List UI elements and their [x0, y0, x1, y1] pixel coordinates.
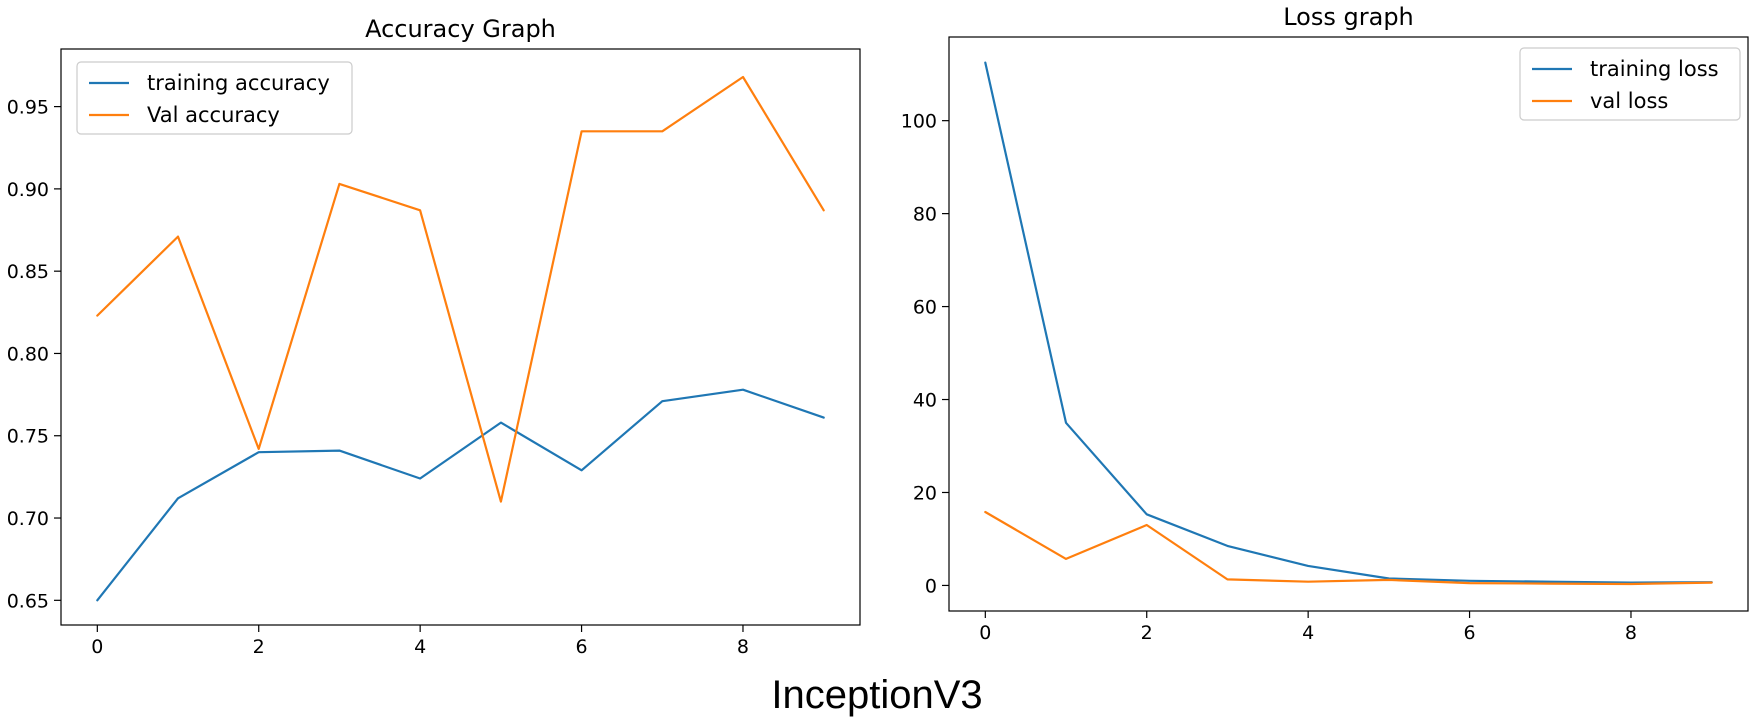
accuracy-y-tick-label: 0.90	[7, 179, 49, 201]
loss-legend-label: training loss	[1590, 57, 1719, 81]
loss-y-tick-label: 0	[925, 575, 937, 597]
loss-series-line-1	[984, 510, 1713, 586]
accuracy-x-tick-label: 6	[576, 636, 588, 658]
accuracy-plot-frame	[60, 48, 861, 626]
loss-y-tick-label: 60	[913, 297, 937, 319]
accuracy-x-tick-label: 0	[91, 636, 103, 658]
accuracy-series-line-0	[96, 388, 825, 602]
accuracy-y-tick-label: 0.65	[7, 590, 49, 612]
loss-chart-title: Loss graph	[1283, 3, 1414, 31]
accuracy-legend-box	[76, 61, 353, 135]
accuracy-y-tick-label: 0.95	[7, 97, 49, 119]
loss-legend-label: val loss	[1590, 89, 1668, 113]
accuracy-x-tick-label: 2	[253, 636, 265, 658]
loss-x-tick-label: 0	[979, 622, 991, 644]
loss-legend-box	[1519, 47, 1741, 121]
accuracy-chart: 0 2 4 6 8 0.65 0.70 0.75 0.80 0.85 0.90 0.95 Accurac…	[7, 15, 861, 658]
accuracy-x-tick-label: 8	[737, 636, 749, 658]
accuracy-y-tick-label: 0.70	[7, 508, 49, 530]
loss-x-tick-label: 4	[1302, 622, 1314, 644]
loss-y-tick-label: 20	[913, 482, 937, 504]
loss-y-tick-label: 80	[913, 204, 937, 226]
figure-caption: InceptionV3	[771, 673, 982, 717]
loss-y-tick-label: 40	[913, 390, 937, 412]
accuracy-legend-label: Val accuracy	[147, 103, 280, 127]
accuracy-y-tick-label: 0.75	[7, 426, 49, 448]
accuracy-y-tick-label: 0.85	[7, 261, 49, 283]
loss-x-tick-label: 2	[1141, 622, 1153, 644]
loss-plot-frame	[948, 36, 1749, 612]
accuracy-x-tick-label: 4	[414, 636, 426, 658]
accuracy-series-line-1	[96, 75, 825, 503]
loss-x-tick-label: 6	[1464, 622, 1476, 644]
loss-y-tick-label: 100	[901, 111, 937, 133]
accuracy-y-tick-label: 0.80	[7, 343, 49, 365]
loss-series-line-0	[984, 61, 1713, 584]
accuracy-legend-label: training accuracy	[147, 71, 330, 95]
loss-x-tick-label: 8	[1625, 622, 1637, 644]
accuracy-chart-title: Accuracy Graph	[365, 15, 556, 43]
